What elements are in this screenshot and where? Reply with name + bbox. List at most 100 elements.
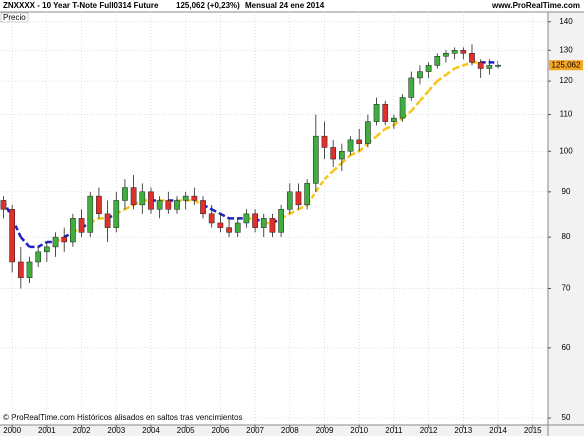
candle-body [139,191,146,206]
moving-average [124,203,135,211]
y-tick-label: 60 [562,343,571,352]
x-tick-label: 2010 [350,426,368,435]
candle-body [0,200,7,210]
x-tick-label: 2009 [316,426,334,435]
candle-body [217,222,224,228]
moving-average [19,236,31,248]
candle-body [252,213,258,228]
candle-body [312,135,319,184]
candle-body [208,213,215,224]
moving-average [436,73,447,83]
x-axis-panel [0,425,584,436]
candle-body [417,71,423,79]
y-tick-label: 140 [559,17,573,26]
moving-average [393,117,404,127]
candle-body [191,195,198,201]
x-tick-label: 2005 [177,426,195,435]
moving-average [332,162,343,172]
candle-body [35,251,42,263]
x-tick-label: 2013 [454,426,472,435]
moving-average [341,154,352,164]
candle-body [70,218,76,243]
moving-average [297,203,308,211]
candle-body [295,191,302,206]
moving-average [454,64,464,70]
moving-average [211,208,221,215]
candle-body [425,65,432,72]
moving-average [462,61,473,67]
candle-body [243,213,250,224]
candle-body [52,236,59,248]
candle-body [382,103,389,122]
candle-body [365,121,371,144]
candle-body [17,261,24,278]
candle-body [113,200,120,228]
candle-body [165,200,172,210]
candle-body [104,213,111,228]
x-tick-label: 2012 [420,426,438,435]
y-tick-label: 110 [560,110,573,119]
moving-average [410,100,421,112]
candle-body [61,236,68,243]
candle-body [130,187,137,206]
x-tick-label: 2014 [489,426,507,435]
candle-body [269,218,276,233]
candle-body [174,200,180,210]
footnote: © ProRealTime.com Históricos alisados en… [3,413,242,422]
candle-body [408,77,415,98]
candle-body [96,195,102,215]
candle-body [356,139,363,144]
moving-average [37,240,48,248]
y-tick-label: 50 [562,413,571,422]
chart-title: ZNXXXX - 10 Year T-Note Full0314 Future [3,1,159,10]
indicator-box [0,12,29,23]
moving-average [314,178,326,193]
x-tick-label: 2003 [107,426,125,435]
moving-average [445,67,456,76]
y-tick-label: 100 [559,146,573,155]
period: Mensual 24 ene 2014 [245,1,325,10]
x-tick-label: 2008 [281,426,299,435]
candle-body [260,218,267,228]
x-tick-label: 2002 [73,426,91,435]
candle-body [9,209,15,263]
quote: 125,062 (+0,23%) [176,1,240,10]
candle-body [495,64,501,67]
candle-body [399,97,406,119]
moving-average [427,80,439,92]
moving-average [350,150,360,157]
candle-body [43,246,50,253]
candle-body [200,200,206,215]
y-tick-label: 130 [559,45,573,54]
candle-body [234,222,241,233]
candle-body [434,56,441,66]
x-tick-label: 2001 [38,426,56,435]
x-tick-label: 2006 [211,426,229,435]
moving-average [418,90,430,102]
candle-body [304,183,310,206]
candle-body [226,227,232,233]
candle-body [469,53,475,63]
candle-body [460,50,467,54]
candle-body [182,195,189,201]
candle-body [391,117,397,122]
candle-body [87,195,94,233]
source: www.ProRealTime.com [491,1,580,10]
moving-average [219,212,230,220]
moving-average [358,142,369,153]
x-tick-label: 2015 [524,426,542,435]
x-tick-label: 2000 [3,426,21,435]
x-tick-label: 2011 [385,426,403,435]
last-price-box [549,60,583,71]
candle-body [373,103,380,122]
plot [0,44,501,289]
y-tick-label: 80 [562,232,571,241]
y-tick-label: 70 [562,284,571,293]
x-tick-label: 2004 [142,426,160,435]
indicator-label: Precio [3,13,26,22]
moving-average [289,208,300,215]
candle-body [477,62,484,69]
moving-average [384,124,395,130]
candle-body [26,261,33,278]
